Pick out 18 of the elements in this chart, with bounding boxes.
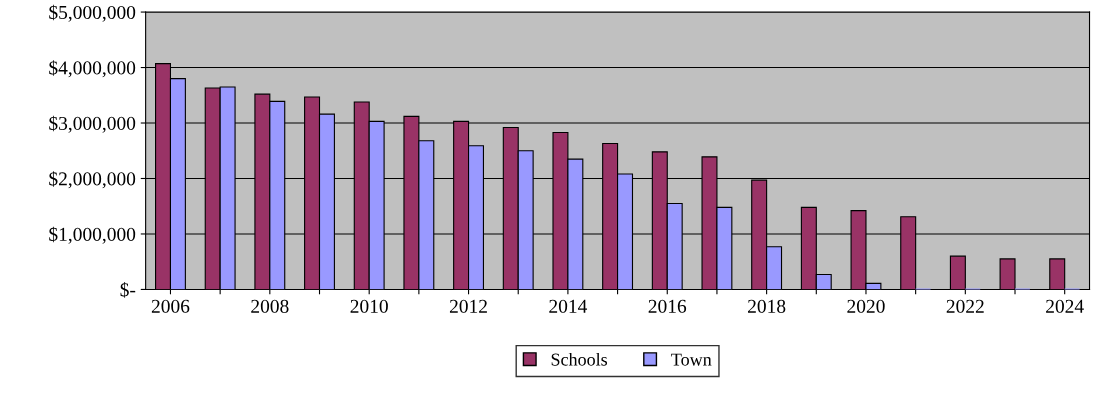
x-tick-label: 2010 (350, 299, 388, 313)
legend-label: Town (671, 353, 712, 366)
x-tick-label: 2016 (648, 299, 687, 313)
x-tick-label: 2008 (251, 299, 289, 313)
y-tick-label: $- (120, 282, 136, 298)
y-tick-label: $4,000,000 (49, 60, 136, 78)
x-tick-label: 2018 (748, 299, 786, 313)
y-tick-label: $3,000,000 (49, 115, 136, 133)
x-tick-label: 2022 (946, 299, 984, 313)
x-tick-label: 2006 (151, 299, 190, 313)
legend-label: Schools (551, 352, 608, 366)
y-tick-label: $2,000,000 (49, 171, 136, 189)
y-tick-label: $5,000,000 (49, 4, 136, 22)
x-tick-label: 2024 (1046, 299, 1084, 313)
x-tick-label: 2020 (847, 299, 885, 313)
y-tick-label: $1,000,000 (49, 226, 136, 244)
x-tick-label: 2012 (449, 299, 487, 313)
x-tick-label: 2014 (549, 299, 588, 313)
